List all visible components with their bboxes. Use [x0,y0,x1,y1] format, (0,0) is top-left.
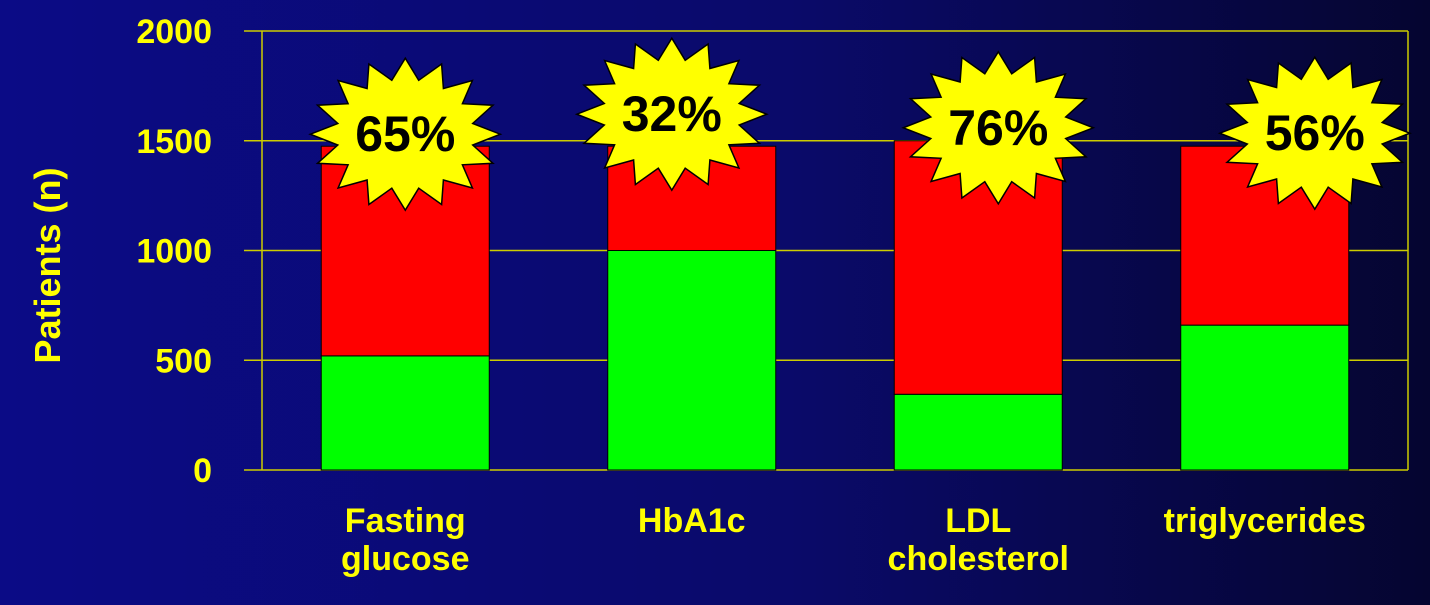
x-category-label: Fasting glucose [341,502,469,578]
x-category-label: LDL cholesterol [888,502,1069,578]
bar-segment-lower [320,355,490,471]
bar-segment-lower [893,393,1063,471]
x-category-label: HbA1c [638,502,746,540]
y-tick-label: 0 [193,452,212,490]
starburst-shape [1217,55,1412,211]
y-tick-labels: 0 500 1000 1500 2000 [136,13,212,490]
y-tick-label: 1500 [136,123,212,161]
y-tick-label: 1000 [136,233,212,271]
starburst-percentage-label: 32% [622,86,722,142]
percentage-bursts: 65% 32% 76% 56% [308,36,1412,212]
bar-segment-lower [1180,324,1350,471]
starburst-percentage-label: 76% [948,100,1048,156]
starburst-shape [574,36,769,192]
y-tick-label: 2000 [136,13,212,51]
bar-segment-lower [607,250,777,471]
starburst-percentage-label: 56% [1265,105,1365,161]
starburst-shape [308,56,503,212]
y-tick-label: 500 [155,342,212,380]
bars [320,140,1350,471]
x-category-label: triglycerides [1164,502,1366,540]
starburst-shape [901,50,1096,206]
x-category-labels: Fasting glucose HbA1c LDL cholesterol triglyc… [341,502,1366,578]
y-axis-label: Patients (n) [27,167,68,363]
starburst-percentage-label: 65% [355,106,455,162]
